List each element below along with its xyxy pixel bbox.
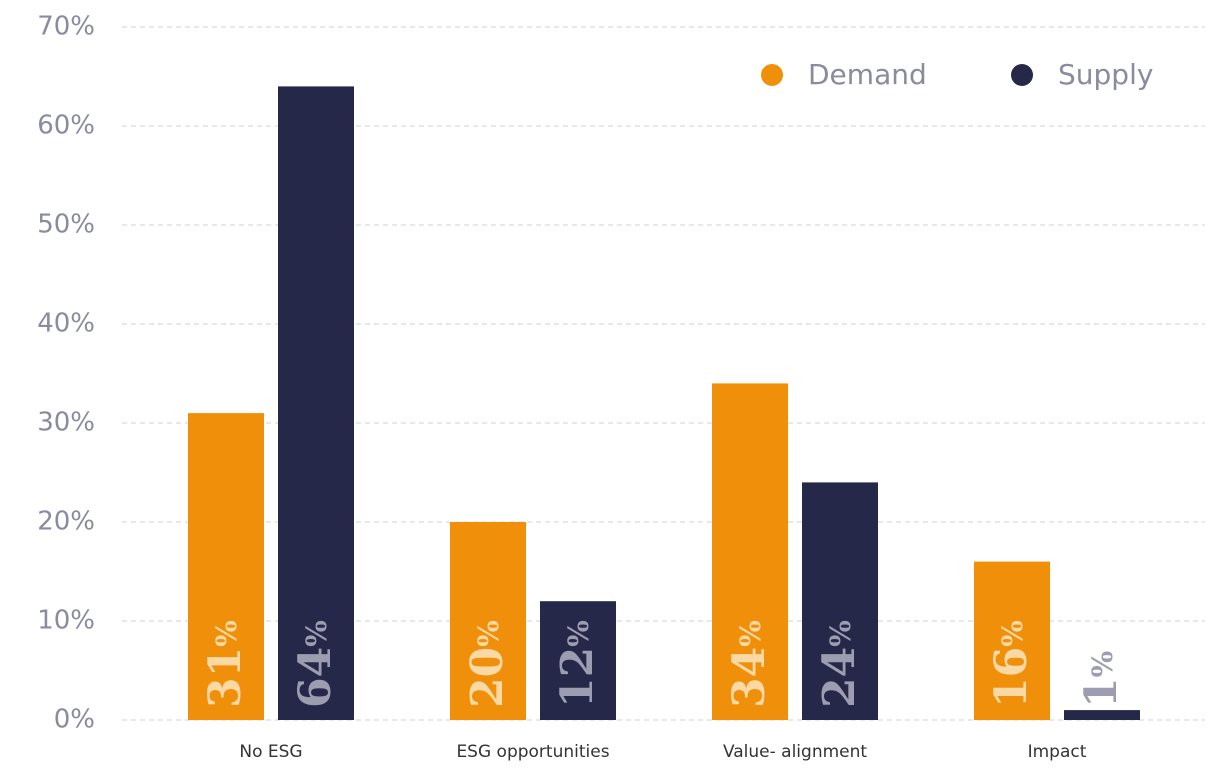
value-label-number: 20	[462, 647, 513, 708]
x-tick-label: ESG opportunities	[456, 742, 609, 762]
value-label-unit: %	[562, 620, 595, 647]
y-tick-label: 60%	[37, 111, 95, 141]
bar	[450, 522, 526, 720]
legend-label: Supply	[1058, 58, 1153, 91]
value-label: 1%	[1076, 651, 1127, 708]
value-label-unit: %	[472, 620, 505, 647]
y-tick-label: 10%	[37, 606, 95, 636]
value-label-number: 24	[814, 647, 865, 708]
x-tick-label: Value- alignment	[723, 742, 867, 762]
value-label-unit: %	[210, 620, 243, 647]
bar	[974, 561, 1050, 720]
value-label: 31%	[200, 620, 251, 708]
value-label: 24%	[814, 620, 865, 708]
value-label: 64%	[290, 620, 341, 708]
y-tick-label: 0%	[54, 705, 95, 735]
value-label-unit: %	[1086, 651, 1119, 678]
bar	[1064, 710, 1140, 720]
bar	[802, 482, 878, 720]
value-label: 12%	[552, 620, 603, 708]
legend-marker	[1011, 64, 1033, 86]
value-label: 20%	[462, 620, 513, 708]
value-label-number: 1	[1076, 677, 1127, 708]
value-label-unit: %	[300, 620, 333, 647]
bar	[278, 86, 354, 720]
bar	[188, 413, 264, 720]
bar	[712, 383, 788, 720]
value-label-unit: %	[824, 620, 857, 647]
value-label-number: 31	[200, 647, 251, 708]
value-label-number: 64	[290, 647, 341, 708]
y-tick-label: 20%	[37, 507, 95, 537]
y-tick-label: 70%	[37, 12, 95, 42]
legend-label: Demand	[808, 58, 927, 91]
y-tick-label: 50%	[37, 210, 95, 240]
value-label-number: 34	[724, 647, 775, 708]
y-tick-label: 40%	[37, 309, 95, 339]
bar	[540, 601, 616, 720]
value-label-unit: %	[734, 620, 767, 647]
value-label-number: 16	[986, 647, 1037, 708]
value-label: 34%	[724, 620, 775, 708]
legend-marker	[761, 64, 783, 86]
y-tick-label: 30%	[37, 408, 95, 438]
value-label-unit: %	[996, 620, 1029, 647]
value-label: 16%	[986, 620, 1037, 708]
x-tick-label: No ESG	[239, 742, 302, 762]
x-tick-label: Impact	[1028, 742, 1087, 762]
value-label-number: 12	[552, 647, 603, 708]
